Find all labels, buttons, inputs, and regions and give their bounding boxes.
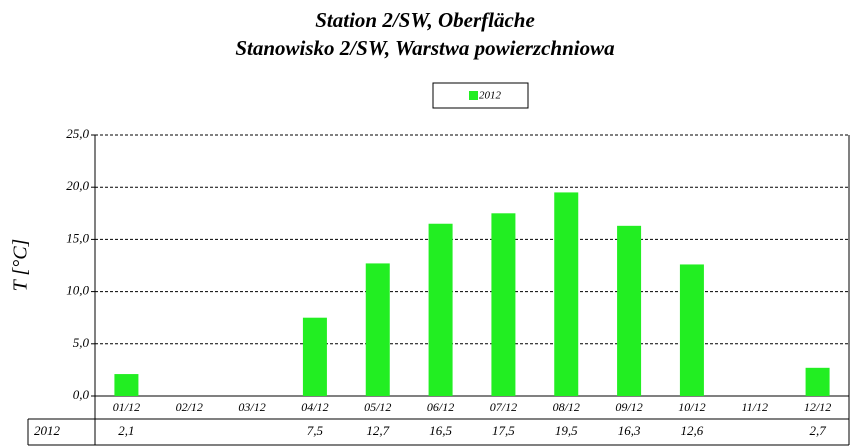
value-label: 17,5 (492, 423, 515, 438)
y-axis-label: T [°C] (10, 239, 32, 292)
value-label: 12,6 (681, 423, 704, 438)
x-tick-label: 04/12 (301, 400, 328, 414)
value-label: 16,3 (618, 423, 641, 438)
x-tick-label: 02/12 (176, 400, 203, 414)
y-tick-label: 20,0 (66, 178, 89, 193)
x-tick-label: 12/12 (804, 400, 831, 414)
value-label: 12,7 (366, 423, 389, 438)
bar (554, 192, 579, 396)
legend-label: 2012 (479, 90, 502, 102)
legend-swatch (469, 91, 478, 100)
bar (365, 263, 390, 396)
x-tick-label: 03/12 (238, 400, 265, 414)
bar (491, 213, 516, 396)
y-tick-label: 0,0 (73, 387, 90, 402)
bar (302, 317, 327, 396)
bar (428, 223, 453, 396)
chart-title: Station 2/SW, Oberfläche (315, 8, 535, 32)
value-label: 16,5 (429, 423, 452, 438)
chart-subtitle: Stanowisko 2/SW, Warstwa powierzchniowa (235, 36, 614, 60)
value-label: 7,5 (307, 423, 324, 438)
x-tick-label: 01/12 (113, 400, 140, 414)
y-tick-label: 10,0 (66, 283, 89, 298)
value-label: 2,1 (118, 423, 134, 438)
y-tick-label: 15,0 (66, 230, 89, 245)
x-tick-label: 07/12 (490, 400, 517, 414)
bar (679, 264, 704, 396)
table-row-label: 2012 (34, 423, 61, 438)
value-label: 2,7 (809, 423, 826, 438)
x-tick-label: 08/12 (553, 400, 580, 414)
x-tick-label: 05/12 (364, 400, 391, 414)
x-tick-label: 09/12 (615, 400, 642, 414)
x-tick-label: 10/12 (678, 400, 705, 414)
y-tick-label: 25,0 (66, 126, 89, 141)
bar (114, 374, 139, 396)
y-tick-label: 5,0 (73, 335, 90, 350)
bar (805, 367, 830, 396)
x-tick-label: 11/12 (742, 400, 768, 414)
value-label: 19,5 (555, 423, 578, 438)
bar (617, 225, 642, 396)
legend-box (432, 82, 529, 109)
x-tick-label: 06/12 (427, 400, 454, 414)
